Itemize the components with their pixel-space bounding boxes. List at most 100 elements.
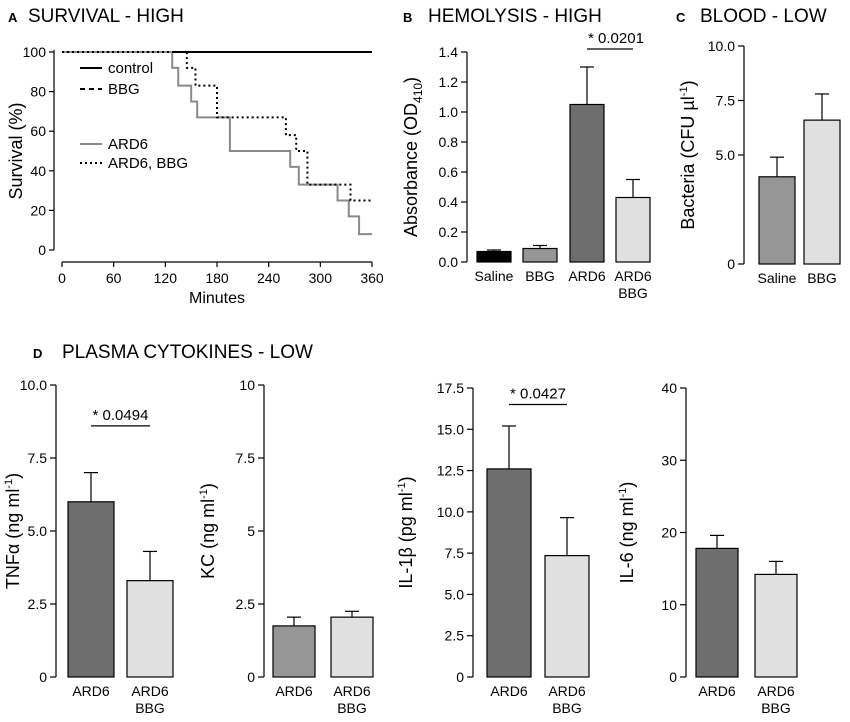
x-tick-label: ARD6 [490, 683, 528, 699]
x-tick-label: 120 [154, 270, 178, 286]
y-axis-label-sup: -1 [198, 489, 210, 499]
y-axis-label-sub: 410 [411, 83, 425, 103]
y-axis-label: TNFα (ng ml-1) [3, 473, 23, 589]
x-tick-label: 0 [58, 270, 66, 286]
bar [272, 625, 316, 678]
bar [67, 501, 115, 678]
x-tick-label: Saline [475, 268, 514, 284]
y-tick-label: 0 [727, 256, 735, 272]
series-line-2 [62, 51, 372, 236]
y-tick-label: 1.0 [439, 104, 459, 120]
bar [522, 247, 558, 263]
bar [476, 250, 512, 263]
y-tick-label: 10 [239, 377, 255, 393]
x-tick-label: ARD6 [275, 683, 313, 699]
bar [754, 573, 798, 678]
y-axis-label-main: IL-1β (pg ml [396, 492, 416, 588]
y-tick-label: 0 [38, 242, 46, 258]
panel-letter: D [33, 346, 42, 361]
x-tick-label: ARD6 [698, 683, 736, 699]
y-tick-label: 0.4 [439, 194, 459, 210]
x-tick-label: BBG [135, 700, 165, 716]
y-tick-label: 0 [669, 669, 677, 685]
panel-title: SURVIVAL - HIGH [28, 6, 184, 27]
x-tick-label: ARD6 [131, 683, 169, 699]
y-axis-label-main: KC (ng ml [198, 499, 218, 579]
x-tick-label: 360 [360, 270, 384, 286]
x-tick-label: 240 [257, 270, 281, 286]
y-tick-label: 80 [30, 84, 46, 100]
bar [544, 555, 590, 678]
y-axis-label-main: Absorbance (OD [401, 103, 421, 237]
panel-A: A SURVIVAL - HIGH 0 20 40 60 80 100 0 60 120 180 240… [6, 6, 384, 307]
y-axis-label: Absorbance (OD410) [401, 77, 425, 237]
y-axis-label-end: ) [198, 483, 218, 489]
y-tick-label: 0.0 [439, 254, 459, 270]
x-tick-label: ARD6 [614, 268, 652, 284]
y-tick-label: 10 [661, 597, 677, 613]
y-axis-label-sup: -1 [678, 86, 690, 96]
panel-title: PLASMA CYTOKINES - LOW [62, 342, 313, 363]
x-tick-label: ARD6 [568, 268, 606, 284]
y-axis-label-end: ) [396, 476, 416, 482]
y-axis-label-main: Bacteria (CFU µl [678, 96, 698, 229]
x-tick-label: BBG [807, 270, 837, 286]
y-tick-label: 2.5 [445, 628, 465, 644]
y-axis-label-end: ) [678, 80, 698, 86]
panel-title: HEMOLYSIS - HIGH [428, 6, 602, 27]
panel-letter: C [676, 10, 686, 25]
y-tick-label: 10.0 [437, 504, 464, 520]
y-axis-label-main: IL-6 (ng ml [617, 497, 637, 583]
x-tick-label: BBG [761, 700, 791, 716]
bar [803, 119, 841, 265]
y-axis-label: IL-1β (pg ml-1) [396, 476, 416, 588]
x-tick-label: BBG [552, 700, 582, 716]
bar [758, 176, 796, 265]
y-tick-label: 0 [247, 669, 255, 685]
y-tick-label: 5.0 [716, 147, 736, 163]
panel-title: BLOOD - LOW [700, 6, 827, 27]
y-tick-label: 7.5 [445, 545, 465, 561]
x-tick-label: ARD6 [333, 683, 371, 699]
y-tick-label: 5.0 [445, 586, 465, 602]
y-axis-label-sup: -1 [617, 488, 629, 498]
y-tick-label: 40 [661, 380, 677, 396]
x-tick-label: Saline [758, 270, 797, 286]
y-axis-label-sup: -1 [3, 479, 15, 489]
y-tick-label: 7.5 [236, 450, 256, 466]
y-tick-label: 1.2 [439, 74, 459, 90]
x-tick-label: ARD6 [757, 683, 795, 699]
legend-label: control [108, 60, 153, 77]
y-axis-label: IL-6 (ng ml-1) [617, 482, 637, 584]
y-tick-label: 2.5 [236, 596, 256, 612]
significance-label: * 0.0201 [588, 30, 644, 47]
x-axis-label: Minutes [189, 290, 245, 307]
panel-letter: B [403, 10, 412, 25]
x-tick-label: 180 [205, 270, 229, 286]
y-tick-label: 100 [23, 44, 47, 60]
bar [126, 580, 174, 678]
y-axis-label-end: ) [617, 482, 637, 488]
y-tick-label: 0 [39, 669, 47, 685]
bar [695, 547, 739, 678]
y-axis-label-main: Survival (%) [6, 102, 26, 199]
bar [569, 103, 605, 263]
y-tick-label: 20 [661, 525, 677, 541]
y-tick-label: 20 [30, 202, 46, 218]
y-tick-label: 0 [456, 669, 464, 685]
legend-label: BBG [108, 81, 140, 98]
bar [615, 196, 651, 263]
y-tick-label: 60 [30, 123, 46, 139]
x-tick-label: ARD6 [72, 683, 110, 699]
panel-B: B HEMOLYSIS - HIGH 0.0 0.2 0.4 0.6 0.8 1.0 1.2 1.… [401, 6, 652, 301]
bar [486, 468, 532, 678]
y-tick-label: 0.2 [439, 224, 459, 240]
significance-label: * 0.0427 [510, 386, 566, 403]
legend-label: ARD6, BBG [108, 155, 188, 172]
y-tick-label: 2.5 [28, 596, 48, 612]
y-tick-label: 5 [247, 523, 255, 539]
y-tick-label: 5.0 [28, 523, 48, 539]
